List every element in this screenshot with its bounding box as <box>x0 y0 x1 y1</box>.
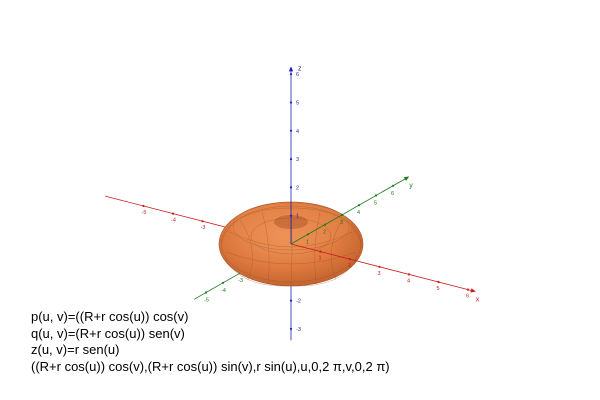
axis-y-tick <box>357 204 361 207</box>
axis-x-arrow <box>470 288 476 293</box>
axis-y-tick <box>391 184 395 187</box>
axis-y-arrow <box>403 176 410 181</box>
formula-z: z(u, v)=r sen(u) <box>31 342 120 357</box>
axis-x-tick <box>437 280 440 284</box>
axis-z-arrow <box>288 66 294 72</box>
axis-y-tick-label: 2 <box>323 230 326 236</box>
axis-x-tick <box>171 212 175 215</box>
formula-list: p(u, v)=((R+r cos(u)) cos(v) q(u, v)=(R+… <box>31 309 390 375</box>
axis-y-tick <box>340 213 344 216</box>
axis-y-tick <box>374 194 378 197</box>
axis-y-tick-label: 1 <box>306 239 309 245</box>
axis-x-tick <box>319 250 322 253</box>
axis-z-tick-label: 6 <box>296 72 299 78</box>
axis-z-tick-label: -2 <box>296 299 301 305</box>
axis-z-tick-label: 2 <box>296 185 299 191</box>
axis-y-tick <box>323 223 327 226</box>
axis-x-tick <box>407 273 411 276</box>
axis-x-name: x <box>476 297 480 304</box>
axis-y-tick <box>221 281 225 284</box>
axis-x-tick-label: 6 <box>466 294 469 300</box>
axis-x-tick <box>378 265 381 268</box>
axis-y-tick-label: 6 <box>391 191 394 197</box>
axis-x-tick-label: 3 <box>378 271 381 277</box>
axis-y-tick-label: 4 <box>357 210 360 216</box>
axis-y-tick-label: -4 <box>221 288 226 294</box>
axis-y-tick-label: -3 <box>238 278 243 284</box>
axis-x-tick <box>466 288 470 291</box>
axis-y-name: y <box>409 183 413 190</box>
axis-y-tick-label: 5 <box>374 201 377 207</box>
axis-z-tick-label: 5 <box>296 101 299 107</box>
formula-parametric-surface: ((R+r cos(u)) cos(v),(R+r cos(u)) sin(v)… <box>31 358 390 374</box>
axis-y-positive <box>290 178 406 245</box>
axis-z-tick <box>289 327 293 330</box>
axis-x-tick-label: 2 <box>348 263 351 269</box>
formula-q: q(u, v)=(R+r cos(u)) sen(v) <box>31 325 185 341</box>
axis-x-tick-label: 4 <box>407 278 410 284</box>
axis-z-tick <box>289 129 293 132</box>
axis-x-tick-label: -5 <box>142 210 147 216</box>
axis-z-tick <box>289 73 293 76</box>
axis-y-tick <box>306 233 310 236</box>
axis-x-tick <box>201 220 204 223</box>
axis-z-tick <box>289 101 293 104</box>
axis-z-tick-label: 1 <box>296 214 299 220</box>
axis-x-tick-label: 1 <box>319 256 322 262</box>
axis-z-tick <box>289 214 293 217</box>
axis-z-tick-label: 4 <box>296 129 299 135</box>
axis-y-tick <box>204 291 208 294</box>
axis-y-tick-label: -5 <box>204 298 209 304</box>
axis-x-tick <box>348 258 352 261</box>
axis-x-tick-label: 5 <box>437 286 440 292</box>
axis-z-tick <box>289 186 293 189</box>
axis-x-tick-label: -3 <box>201 225 206 231</box>
axis-z-tick-label: 3 <box>296 157 299 163</box>
axis-x-tick-label: -4 <box>171 218 176 224</box>
axis-x-tick <box>142 204 145 208</box>
axis-z-tick-label: -3 <box>296 327 301 333</box>
axis-z-name: z <box>298 65 302 72</box>
formula-p: p(u, v)=((R+r cos(u)) cos(v) <box>31 309 189 324</box>
axis-z-tick <box>289 158 293 161</box>
axis-z-tick <box>289 299 293 302</box>
axis-y-tick-label: 3 <box>340 220 343 226</box>
